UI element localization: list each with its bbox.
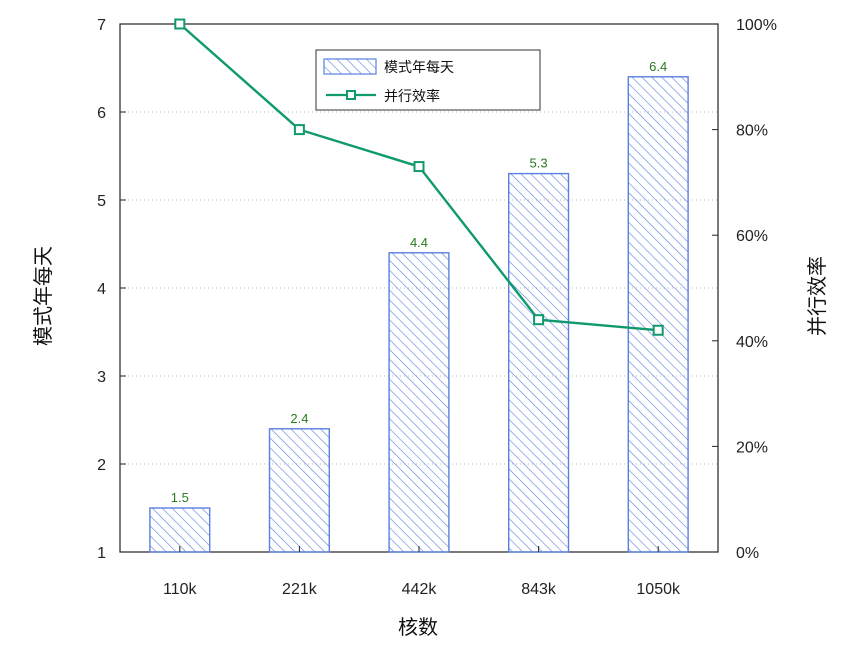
line-series bbox=[174, 18, 664, 336]
bar-data-label: 5.3 bbox=[530, 156, 548, 171]
y2-tick-label: 0% bbox=[736, 545, 759, 562]
y2-axis-label: 并行效率 bbox=[805, 256, 829, 336]
y-tick-label: 6 bbox=[97, 105, 106, 122]
bar-data-label: 6.4 bbox=[649, 59, 667, 74]
y2-tick-label: 100% bbox=[736, 17, 777, 34]
bar-series: 1.5 2.4 4.4 5.3 6.4 bbox=[149, 59, 689, 553]
x-axis-label: 核数 bbox=[398, 615, 438, 639]
y2-tick-label: 20% bbox=[736, 439, 768, 456]
y-axis-left: 1 2 3 4 5 6 7 bbox=[97, 17, 126, 562]
legend: 模式年每天 并行效率 bbox=[315, 49, 541, 111]
y2-tick-label: 40% bbox=[736, 334, 768, 351]
y2-tick-label: 80% bbox=[736, 123, 768, 140]
bar bbox=[268, 428, 330, 553]
x-axis: 110k 221k 442k 843k 1050k bbox=[163, 546, 681, 598]
bar bbox=[149, 507, 211, 553]
y-axis-right: 0% 20% 40% 60% 80% 100% bbox=[712, 17, 777, 562]
legend-bar-swatch bbox=[323, 58, 377, 75]
y-tick-label: 4 bbox=[97, 281, 106, 298]
x-tick-label: 843k bbox=[521, 581, 557, 598]
line-marker bbox=[533, 314, 545, 326]
y-tick-label: 1 bbox=[97, 545, 106, 562]
bar-data-label: 4.4 bbox=[410, 235, 428, 250]
line-marker bbox=[413, 161, 425, 173]
bar-data-label: 1.5 bbox=[171, 490, 189, 505]
y-tick-label: 2 bbox=[97, 457, 106, 474]
x-tick-label: 1050k bbox=[636, 581, 681, 598]
y-tick-label: 7 bbox=[97, 17, 106, 34]
x-tick-label: 110k bbox=[163, 581, 198, 598]
y2-tick-label: 60% bbox=[736, 228, 768, 245]
line-marker bbox=[174, 18, 186, 30]
y-tick-label: 3 bbox=[97, 369, 106, 386]
y-tick-label: 5 bbox=[97, 193, 106, 210]
x-tick-label: 442k bbox=[402, 581, 438, 598]
bar-data-label: 2.4 bbox=[290, 411, 308, 426]
y-axis-label: 模式年每天 bbox=[31, 246, 55, 346]
legend-line-label: 并行效率 bbox=[384, 88, 440, 105]
legend-line-marker bbox=[346, 90, 356, 100]
line-marker bbox=[652, 324, 664, 336]
legend-bar-label: 模式年每天 bbox=[384, 60, 454, 76]
bar bbox=[508, 172, 570, 553]
bar bbox=[388, 252, 450, 553]
x-tick-label: 221k bbox=[282, 581, 318, 598]
bar bbox=[627, 76, 689, 553]
line-marker bbox=[293, 124, 305, 136]
